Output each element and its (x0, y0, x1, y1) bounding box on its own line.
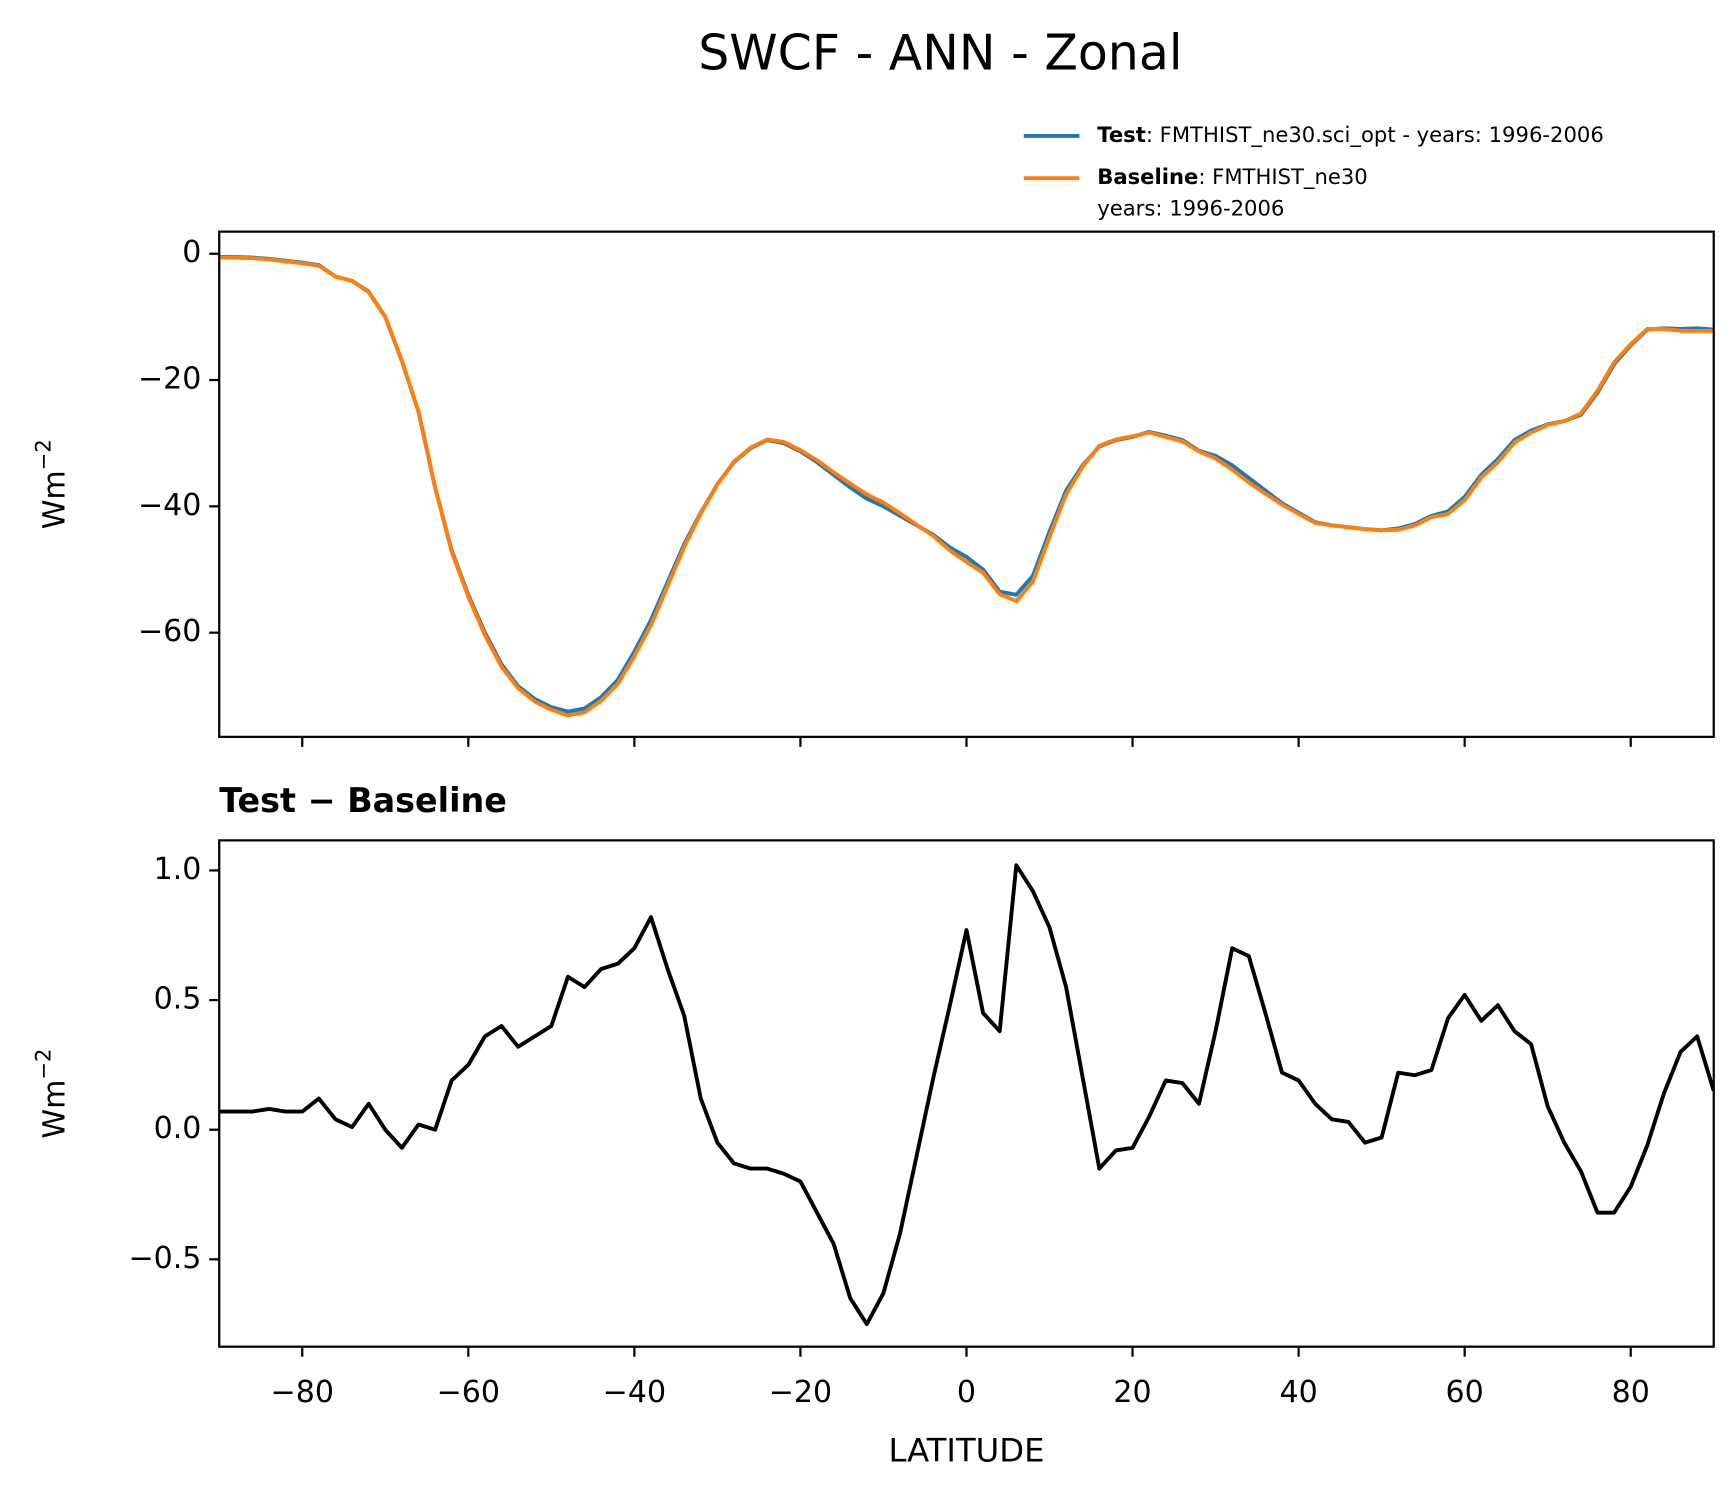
y-tick-label: 0.0 (154, 1111, 202, 1146)
legend-name: Test (1097, 122, 1146, 147)
y-axis-label-exponent: −2 (31, 1048, 56, 1079)
line (219, 254, 1714, 714)
x-tick-label: −20 (769, 1375, 832, 1410)
legend-description: : FMTHIST_ne30.sci_opt - years: 1996-200… (1146, 122, 1604, 148)
y-tick-label: −0.5 (128, 1241, 201, 1276)
axes-frame (218, 839, 1715, 1348)
plot-area (219, 254, 1714, 718)
y-axis-label-exponent: −2 (31, 439, 56, 470)
y-axis-label-unit: Wm (37, 470, 72, 529)
legend-label: Baseline: FMTHIST_ne30 (1097, 164, 1367, 190)
y-axis-label-unit: Wm (37, 1080, 72, 1139)
axes-frame (218, 230, 1715, 738)
line (219, 255, 1714, 718)
subplot-title: Test − Baseline (219, 781, 507, 820)
x-tick-label: −80 (271, 1375, 334, 1410)
x-tick-label: −60 (437, 1375, 500, 1410)
y-axis-label: Wm−2 (31, 439, 73, 529)
legend-label: Test: FMTHIST_ne30.sci_opt - years: 1996… (1097, 122, 1604, 148)
x-tick-label: 0 (957, 1375, 976, 1410)
y-axis-label: Wm−2 (31, 1048, 73, 1138)
y-tick-label: −60 (138, 614, 201, 649)
x-tick-label: 20 (1113, 1375, 1151, 1410)
y-tick-label: 0.5 (154, 982, 202, 1017)
y-tick-label: −40 (138, 488, 201, 523)
y-tick-label: −20 (138, 362, 201, 397)
legend-description: years: 1996-2006 (1097, 195, 1284, 220)
x-tick-label: −40 (603, 1375, 666, 1410)
y-tick-label: 1.0 (154, 852, 202, 887)
plot-area (219, 863, 1714, 1327)
x-tick-label: 80 (1612, 1375, 1650, 1410)
x-tick-label: 60 (1446, 1375, 1484, 1410)
line (219, 863, 1714, 1327)
legend-label: years: 1996-2006 (1097, 195, 1284, 220)
figure-title: SWCF - ANN - Zonal (698, 24, 1182, 81)
x-tick-label: 40 (1279, 1375, 1317, 1410)
y-tick-label: 0 (182, 235, 201, 270)
legend-description: : FMTHIST_ne30 (1198, 164, 1367, 190)
legend-name: Baseline (1097, 164, 1198, 189)
x-axis-label: LATITUDE (888, 1431, 1044, 1469)
